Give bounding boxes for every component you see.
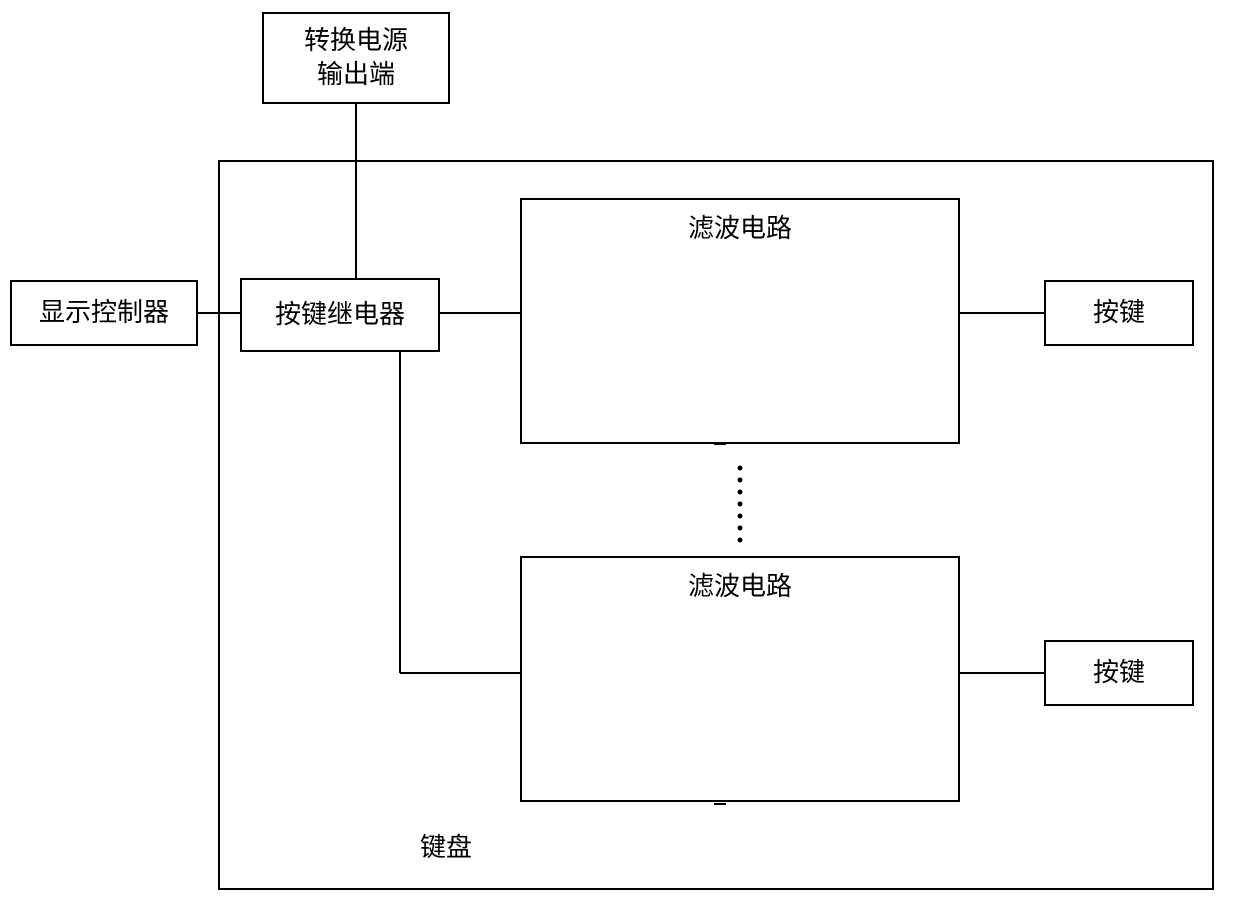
filter-circuit-title-2: 滤波电路 (522, 566, 958, 603)
filter-circuit-box-2: 滤波电路 (520, 556, 960, 802)
key-box-1: 按键 (1044, 280, 1194, 346)
filter-circuit-box-1: 滤波电路 (520, 198, 960, 444)
display-controller-box: 显示控制器 (10, 280, 198, 346)
key-relay-label: 按键继电器 (275, 298, 405, 332)
keyboard-label: 键盘 (420, 827, 472, 864)
key-relay-box: 按键继电器 (240, 278, 440, 352)
key-label-1: 按键 (1093, 296, 1145, 330)
converted-power-output-box: 转换电源 输出端 (262, 12, 450, 104)
converted-power-output-label: 转换电源 输出端 (304, 24, 408, 92)
filter-circuit-title-1: 滤波电路 (522, 208, 958, 245)
display-controller-label: 显示控制器 (39, 296, 169, 330)
key-label-2: 按键 (1093, 656, 1145, 690)
key-box-2: 按键 (1044, 640, 1194, 706)
